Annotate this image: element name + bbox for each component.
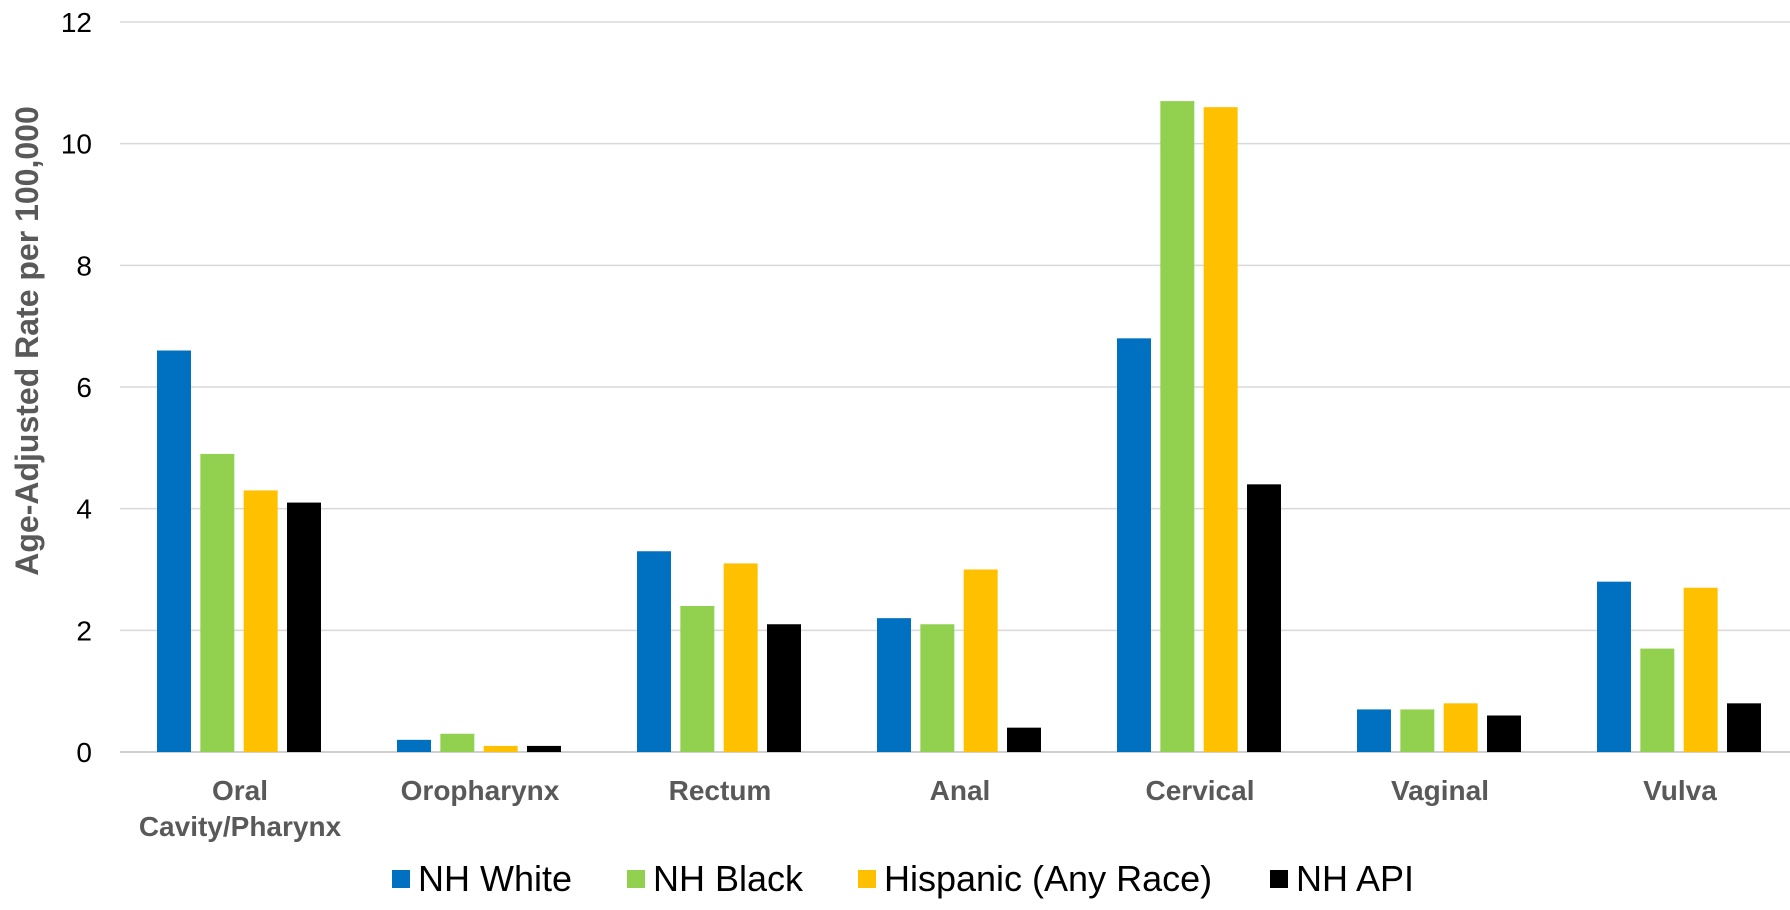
bar-nh-white-1 [397,739,431,752]
x-category-label: Oropharynx [401,775,560,806]
y-tick-label: 8 [76,250,92,281]
legend-swatch [1270,870,1288,888]
bar-hispanic-any-race-3 [963,569,998,752]
y-tick-label: 10 [61,129,92,160]
bar-hispanic-any-race-0 [243,490,278,752]
bar-nh-white-2 [637,551,671,752]
y-tick-label: 4 [76,494,92,525]
x-category-label: Cervical [1146,775,1255,806]
bar-hispanic-any-race-2 [723,563,758,752]
bar-nh-black-2 [680,606,715,752]
bar-hispanic-any-race-6 [1683,587,1718,752]
x-category-label: Oral [212,775,268,806]
y-axis-ticks: 0 2 4 6 8 10 12 [61,7,92,768]
legend-label: NH Black [653,858,804,899]
legend-swatch [858,870,876,888]
bar-nh-api-1 [526,745,561,752]
bar-nh-api-3 [1006,727,1041,752]
legend: NH White NH Black Hispanic (Any Race) NH AP… [392,858,1414,899]
y-tick-label: 6 [76,372,92,403]
x-category-label: Vulva [1643,775,1717,806]
legend-swatch [627,870,645,888]
bar-hispanic-any-race-4 [1203,107,1238,752]
y-tick-label: 2 [76,615,92,646]
bar-nh-black-3 [920,624,955,752]
y-tick-label: 0 [76,737,92,768]
x-category-label: Anal [930,775,991,806]
bars [157,101,1761,753]
bar-nh-black-6 [1640,648,1675,752]
x-category-label: Vaginal [1391,775,1489,806]
bar-hispanic-any-race-1 [483,745,518,752]
bar-nh-black-1 [440,733,475,752]
bar-nh-white-3 [877,618,911,752]
bar-nh-black-4 [1160,101,1195,753]
bar-nh-black-0 [200,453,235,752]
bar-nh-api-5 [1486,715,1521,752]
bar-nh-white-6 [1597,581,1631,752]
bar-nh-white-0 [157,350,191,752]
legend-label: Hispanic (Any Race) [884,858,1212,899]
bar-nh-api-2 [766,624,801,752]
bar-nh-white-4 [1117,338,1151,752]
x-category-label: Rectum [669,775,772,806]
bar-nh-api-4 [1246,484,1281,752]
legend-label: NH API [1296,858,1414,899]
bar-nh-api-0 [286,502,321,752]
bar-hispanic-any-race-5 [1443,703,1478,752]
bar-nh-white-5 [1357,709,1391,752]
bar-nh-black-5 [1400,709,1435,752]
x-axis-categories: Oral Cavity/Pharynx Oropharynx Rectum Anal Ce… [139,775,1717,842]
legend-swatch [392,870,410,888]
legend-label: NH White [418,858,572,899]
bar-nh-api-6 [1726,703,1761,752]
x-category-label: Cavity/Pharynx [139,811,342,842]
y-tick-label: 12 [61,7,92,38]
gridlines [120,21,1790,753]
y-axis-title: Age-Adjusted Rate per 100,000 [9,106,45,576]
